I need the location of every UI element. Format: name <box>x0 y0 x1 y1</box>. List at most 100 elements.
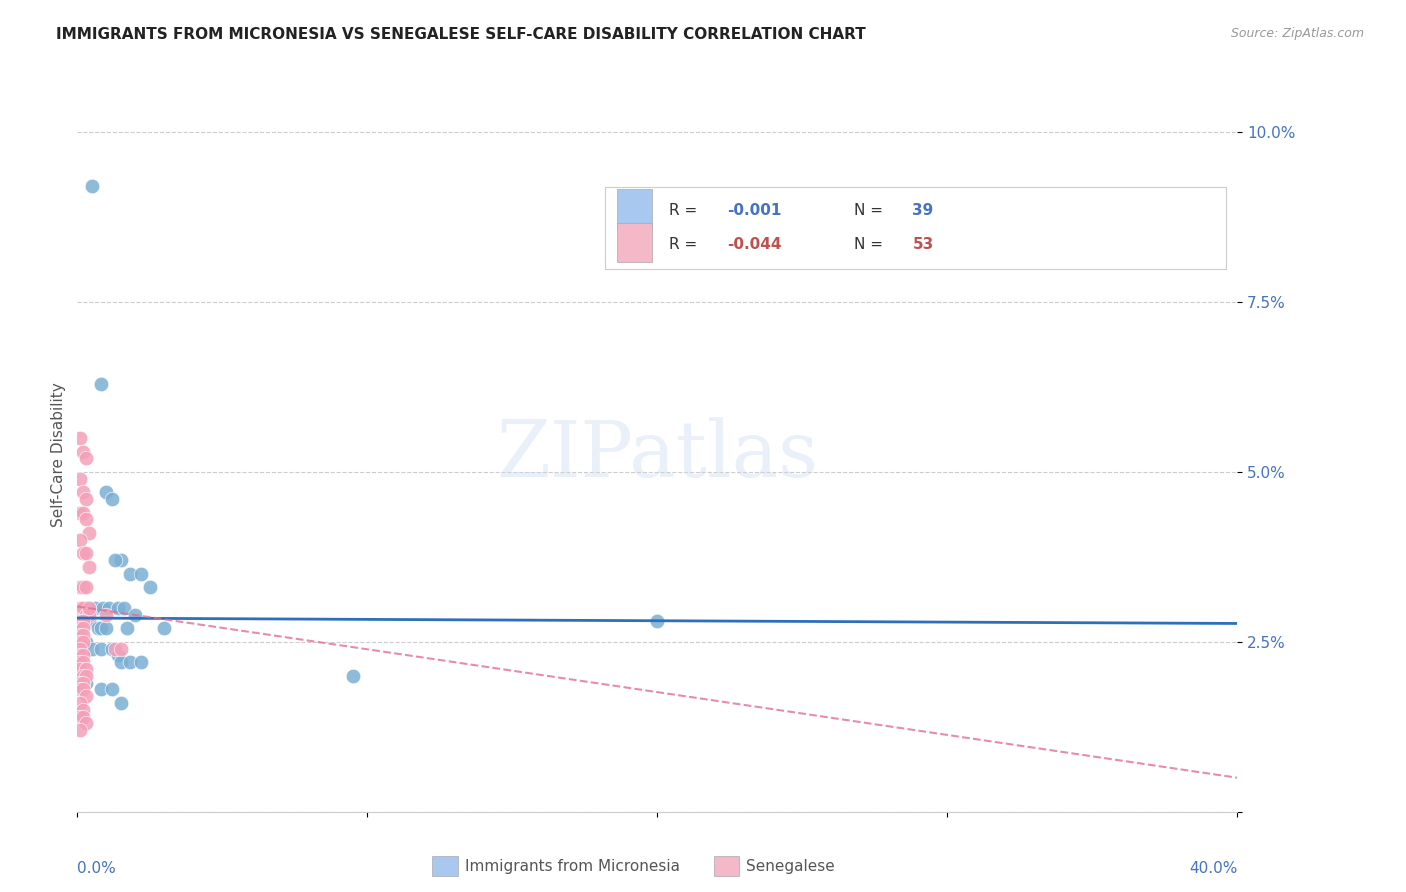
Point <box>72 581 94 595</box>
Point <box>72 615 94 629</box>
Text: -0.044: -0.044 <box>727 237 782 252</box>
Text: Senegalese: Senegalese <box>747 859 835 873</box>
Point <box>75 662 97 676</box>
Text: 40.0%: 40.0% <box>1189 861 1237 876</box>
Point <box>101 492 124 507</box>
Point <box>69 648 91 663</box>
Point <box>110 553 132 567</box>
Text: Immigrants from Micronesia: Immigrants from Micronesia <box>465 859 679 873</box>
Point <box>69 655 91 669</box>
Point <box>90 621 111 635</box>
Bar <box>617 189 651 228</box>
Text: -0.001: -0.001 <box>727 203 782 219</box>
FancyBboxPatch shape <box>605 187 1226 269</box>
Point <box>153 621 176 635</box>
Point <box>96 485 118 500</box>
Point <box>69 635 91 649</box>
Point <box>69 621 91 635</box>
Point <box>72 675 94 690</box>
Text: N =: N = <box>855 237 889 252</box>
Point <box>93 600 115 615</box>
Text: IMMIGRANTS FROM MICRONESIA VS SENEGALESE SELF-CARE DISABILITY CORRELATION CHART: IMMIGRANTS FROM MICRONESIA VS SENEGALESE… <box>56 27 866 42</box>
Point <box>69 709 91 723</box>
Point <box>80 179 103 194</box>
Point <box>107 600 129 615</box>
Point <box>77 526 100 541</box>
Point <box>69 615 91 629</box>
Point <box>110 655 132 669</box>
Point <box>77 615 100 629</box>
Point <box>647 615 669 629</box>
Point <box>75 512 97 526</box>
Point <box>72 648 94 663</box>
Point <box>69 675 91 690</box>
Point <box>96 607 118 622</box>
Text: Source: ZipAtlas.com: Source: ZipAtlas.com <box>1230 27 1364 40</box>
Text: 53: 53 <box>912 237 934 252</box>
Point <box>72 444 94 458</box>
Point <box>72 628 94 642</box>
Point <box>101 682 124 697</box>
Point <box>75 492 97 507</box>
Point <box>129 566 152 581</box>
Text: N =: N = <box>855 203 889 219</box>
Point <box>72 669 94 683</box>
Point <box>118 566 141 581</box>
Point <box>112 600 135 615</box>
Text: R =: R = <box>669 237 702 252</box>
Point <box>75 716 97 731</box>
Point <box>69 723 91 738</box>
Text: ZIPatlas: ZIPatlas <box>496 417 818 492</box>
Point <box>90 376 111 391</box>
Point <box>69 682 91 697</box>
Point <box>69 615 91 629</box>
Point <box>72 485 94 500</box>
Point <box>69 472 91 486</box>
Point <box>129 655 152 669</box>
Point <box>72 600 94 615</box>
Point <box>75 635 97 649</box>
Point <box>75 451 97 466</box>
Point <box>118 655 141 669</box>
Point <box>77 560 100 574</box>
Point <box>75 607 97 622</box>
Point <box>75 600 97 615</box>
Point <box>104 641 127 656</box>
Point <box>69 506 91 520</box>
Point <box>80 641 103 656</box>
Point <box>342 669 364 683</box>
Text: 39: 39 <box>912 203 934 219</box>
Point <box>86 621 108 635</box>
Point <box>72 703 94 717</box>
Point <box>101 641 124 656</box>
Point <box>75 581 97 595</box>
Point <box>75 675 97 690</box>
Point <box>72 635 94 649</box>
Point <box>72 615 94 629</box>
Point <box>69 641 91 656</box>
Point <box>72 506 94 520</box>
Point <box>69 600 91 615</box>
Point <box>77 600 100 615</box>
Point <box>139 581 162 595</box>
Point <box>110 696 132 710</box>
Bar <box>617 223 651 262</box>
Point <box>69 628 91 642</box>
Point <box>75 546 97 560</box>
Point <box>69 431 91 445</box>
Point <box>69 581 91 595</box>
Point <box>72 546 94 560</box>
Point <box>98 600 121 615</box>
Y-axis label: Self-Care Disability: Self-Care Disability <box>51 383 66 527</box>
Point <box>72 621 94 635</box>
Point <box>75 669 97 683</box>
Point <box>96 621 118 635</box>
Point <box>115 621 138 635</box>
Point <box>110 641 132 656</box>
Point <box>72 655 94 669</box>
Point <box>90 641 111 656</box>
Point <box>77 607 100 622</box>
Point <box>90 682 111 697</box>
Point <box>69 696 91 710</box>
Point <box>124 607 146 622</box>
